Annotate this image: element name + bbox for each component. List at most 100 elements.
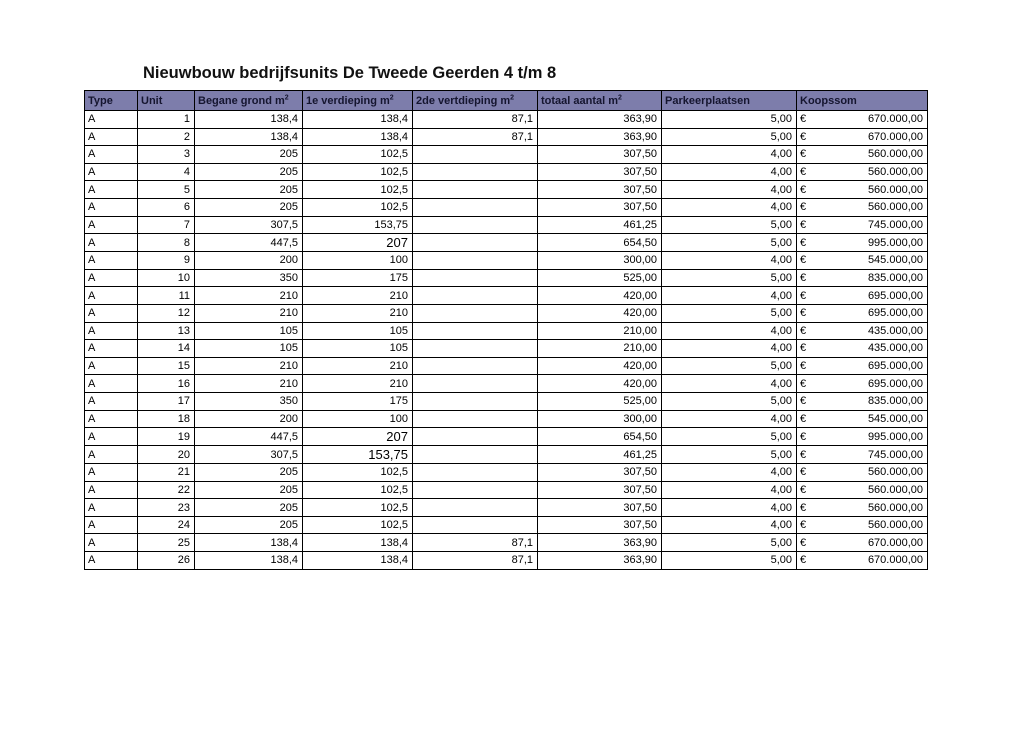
- amount: 560.000,00: [867, 483, 923, 496]
- table-row: A 14 105 105 210,00 4,00 €435.000,00: [84, 339, 928, 358]
- cell-parkeer: 4,00: [661, 409, 797, 429]
- amount: 560.000,00: [867, 466, 923, 479]
- cell-unit: 24: [137, 515, 195, 535]
- cell-v2: [412, 463, 538, 482]
- cell-parkeer: 4,00: [661, 463, 797, 482]
- cell-begane: 307,5: [194, 445, 303, 465]
- cell-begane: 205: [194, 498, 303, 517]
- cell-koopsom: €670.000,00: [796, 127, 928, 147]
- cell-koopsom: €435.000,00: [796, 339, 928, 358]
- cell-v1: 105: [302, 321, 413, 341]
- page-title: Nieuwbouw bedrijfsunits De Tweede Geerde…: [143, 64, 557, 82]
- column-header-koopsom: Koopssom: [796, 90, 928, 111]
- amount: 670.000,00: [867, 536, 923, 549]
- table-row: A 2 138,4 138,4 87,1 363,90 5,00 €670.000,00: [84, 127, 928, 147]
- cell-koopsom: €560.000,00: [796, 145, 928, 164]
- amount: 695.000,00: [867, 377, 923, 390]
- amount: 670.000,00: [867, 130, 923, 143]
- cell-type: A: [84, 127, 138, 147]
- cell-parkeer: 4,00: [661, 145, 797, 164]
- table-row: A 23 205 102,5 307,50 4,00 €560.000,00: [84, 498, 928, 517]
- currency-symbol: €: [800, 483, 807, 496]
- table-row: A 8 447,5 207 654,50 5,00 €995.000,00: [84, 233, 928, 253]
- amount: 745.000,00: [867, 448, 923, 461]
- table-row: A 4 205 102,5 307,50 4,00 €560.000,00: [84, 162, 928, 182]
- cell-totaal: 210,00: [537, 321, 662, 341]
- cell-totaal: 363,90: [537, 533, 662, 553]
- currency-symbol: €: [800, 254, 807, 267]
- cell-koopsom: €835.000,00: [796, 391, 928, 411]
- cell-v1: 138,4: [302, 110, 413, 129]
- table-row: A 3 205 102,5 307,50 4,00 €560.000,00: [84, 145, 928, 164]
- cell-begane: 200: [194, 251, 303, 270]
- currency-symbol: €: [800, 236, 807, 249]
- cell-v2: [412, 145, 538, 164]
- cell-type: A: [84, 268, 138, 288]
- cell-unit: 26: [137, 551, 195, 570]
- cell-v1: 102,5: [302, 180, 413, 199]
- cell-unit: 19: [137, 427, 195, 447]
- cell-begane: 447,5: [194, 233, 303, 253]
- cell-v1: 102,5: [302, 515, 413, 535]
- cell-v2: [412, 480, 538, 500]
- cell-unit: 9: [137, 251, 195, 270]
- cell-totaal: 307,50: [537, 515, 662, 535]
- currency-symbol: €: [800, 430, 807, 443]
- cell-koopsom: €695.000,00: [796, 303, 928, 323]
- cell-begane: 205: [194, 197, 303, 217]
- cell-v1: 210: [302, 374, 413, 393]
- cell-totaal: 307,50: [537, 480, 662, 500]
- table-row: A 16 210 210 420,00 4,00 €695.000,00: [84, 374, 928, 393]
- currency-symbol: €: [800, 130, 807, 143]
- cell-unit: 13: [137, 321, 195, 341]
- cell-koopsom: €560.000,00: [796, 180, 928, 199]
- cell-koopsom: €835.000,00: [796, 268, 928, 288]
- cell-parkeer: 4,00: [661, 515, 797, 535]
- cell-parkeer: 4,00: [661, 180, 797, 199]
- cell-type: A: [84, 515, 138, 535]
- cell-begane: 210: [194, 303, 303, 323]
- cell-v2: [412, 445, 538, 465]
- cell-parkeer: 5,00: [661, 233, 797, 253]
- cell-totaal: 307,50: [537, 180, 662, 199]
- cell-begane: 205: [194, 162, 303, 182]
- cell-parkeer: 5,00: [661, 445, 797, 465]
- cell-totaal: 363,90: [537, 110, 662, 129]
- cell-koopsom: €670.000,00: [796, 533, 928, 553]
- cell-unit: 14: [137, 339, 195, 358]
- cell-v1: 102,5: [302, 463, 413, 482]
- cell-parkeer: 4,00: [661, 286, 797, 305]
- currency-symbol: €: [800, 272, 807, 285]
- cell-unit: 15: [137, 356, 195, 376]
- cell-type: A: [84, 251, 138, 270]
- cell-v2: [412, 233, 538, 253]
- cell-koopsom: €695.000,00: [796, 374, 928, 393]
- cell-begane: 138,4: [194, 551, 303, 570]
- cell-type: A: [84, 197, 138, 217]
- cell-unit: 23: [137, 498, 195, 517]
- cell-begane: 105: [194, 321, 303, 341]
- cell-totaal: 420,00: [537, 374, 662, 393]
- cell-begane: 205: [194, 463, 303, 482]
- currency-symbol: €: [800, 148, 807, 161]
- cell-unit: 18: [137, 409, 195, 429]
- cell-v1: 100: [302, 409, 413, 429]
- cell-v1: 105: [302, 339, 413, 358]
- column-header-parkeer: Parkeerplaatsen: [661, 90, 797, 111]
- cell-type: A: [84, 391, 138, 411]
- cell-v1: 102,5: [302, 498, 413, 517]
- table-row: A 12 210 210 420,00 5,00 €695.000,00: [84, 303, 928, 323]
- cell-v2: 87,1: [412, 127, 538, 147]
- header-row: Type Unit Begane grond m2 1e verdieping m2 2…: [84, 90, 928, 111]
- cell-v1: 100: [302, 251, 413, 270]
- currency-symbol: €: [800, 289, 807, 302]
- cell-type: A: [84, 533, 138, 553]
- cell-totaal: 420,00: [537, 286, 662, 305]
- cell-type: A: [84, 145, 138, 164]
- units-table: Type Unit Begane grond m2 1e verdieping m2 2…: [84, 90, 928, 570]
- amount: 670.000,00: [867, 554, 923, 567]
- cell-parkeer: 5,00: [661, 110, 797, 129]
- cell-koopsom: €545.000,00: [796, 251, 928, 270]
- currency-symbol: €: [800, 166, 807, 179]
